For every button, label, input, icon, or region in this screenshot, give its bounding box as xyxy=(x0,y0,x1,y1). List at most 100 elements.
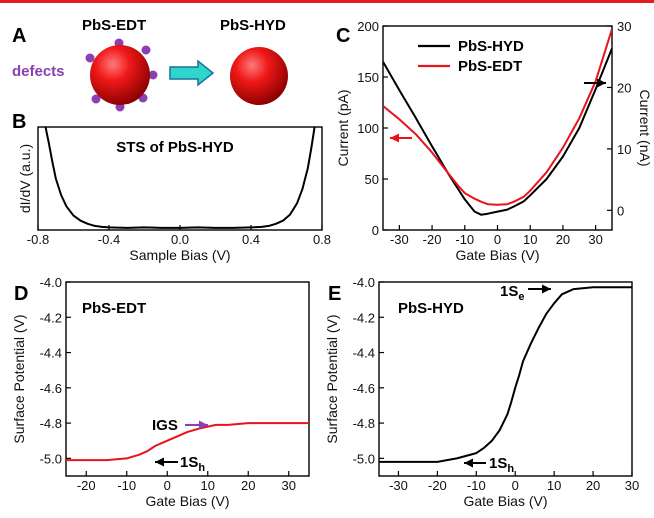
panel-label-b: B xyxy=(12,111,26,133)
panel-c-xtick-label: 10 xyxy=(523,232,537,247)
panel-c-frame xyxy=(382,25,613,231)
panel-c-ytick-left-label: 150 xyxy=(357,70,379,85)
panel-b-sts-line xyxy=(44,127,316,229)
pbs-edt-particle xyxy=(90,45,150,105)
panel-d-ytick-label: -4.4 xyxy=(40,346,62,361)
panel-e-1se-arrow-head xyxy=(542,284,551,294)
panel-d-ytick-label: -4.2 xyxy=(40,310,62,325)
panel-d-igs-arrow xyxy=(185,420,208,430)
panel-c-ytick-left-label: 200 xyxy=(357,19,379,34)
panel-c-ylabel-right: Current (nA) xyxy=(637,89,653,166)
panel-c-legend-label: PbS-HYD xyxy=(458,38,524,55)
panel-d-inner-label: PbS-EDT xyxy=(82,300,146,317)
panel-a-right-title: PbS-HYD xyxy=(220,17,286,34)
panel-d-ytick-label: -4.6 xyxy=(40,381,62,396)
panel-c-ytick-right-label: 30 xyxy=(617,19,631,34)
panel-d-1sh-label: 1Sh xyxy=(180,454,205,474)
panel-c-legend: PbS-HYD PbS-EDT xyxy=(418,38,524,75)
panel-d-1sh-arrow xyxy=(155,457,178,467)
panel-e-xlabel: Gate Bias (V) xyxy=(463,493,547,509)
panel-c: -30 -20 -10 0 10 20 30 0 50 100 150 200 0 10 20 30 Gate … xyxy=(335,19,653,263)
panel-c-ytick-left-label: 50 xyxy=(365,172,379,187)
panel-c-xtick-label: -30 xyxy=(390,232,409,247)
panel-c-xtick-label: 0 xyxy=(494,232,501,247)
panel-c-legend-label: PbS-EDT xyxy=(458,58,522,75)
panel-d-ytick-label: -4.8 xyxy=(40,416,62,431)
panel-label-c: C xyxy=(336,25,350,47)
panel-d-potential-line xyxy=(66,422,309,462)
panel-c-xtick-label: 20 xyxy=(556,232,570,247)
panel-d-xtick-label: 10 xyxy=(201,478,215,493)
panel-c-xlabel: Gate Bias (V) xyxy=(455,247,539,263)
panel-c-left-axis-arrow xyxy=(390,133,412,143)
panel-e-1se-label: 1Se xyxy=(500,283,524,303)
panel-d: -20 -10 0 10 20 30 -5.0 -4.8 -4.6 -4.4 -4.2 -4.0 Gat… xyxy=(11,275,310,509)
top-accent-bar xyxy=(0,0,654,3)
panel-b-xtick-label: -0.8 xyxy=(27,232,49,247)
panel-c-left-axis-arrow-head xyxy=(390,133,399,143)
panel-a-left-title: PbS-EDT xyxy=(82,17,146,34)
pbs-hyd-particle xyxy=(230,47,288,105)
panel-e-series-group xyxy=(379,286,632,463)
panel-d-xtick-label: 20 xyxy=(241,478,255,493)
panel-b-ylabel: dI/dV (a.u.) xyxy=(17,144,33,213)
panel-c-ylabel-left: Current (pA) xyxy=(335,89,351,166)
panel-b-xtick-label: -0.4 xyxy=(98,232,120,247)
panel-e-xtick-label: -20 xyxy=(428,478,447,493)
panel-c-ytick-left-label: 0 xyxy=(372,223,379,238)
panel-label-d: D xyxy=(14,283,28,305)
panel-d-series-group xyxy=(66,422,309,462)
panel-e-xtick-label: -30 xyxy=(389,478,408,493)
panel-e-1sh-arrow xyxy=(464,458,486,468)
panel-a: A PbS-EDT PbS-HYD defects xyxy=(12,17,288,112)
panel-c-ytick-right-label: 10 xyxy=(617,142,631,157)
panel-e-inner-label: PbS-HYD xyxy=(398,300,464,317)
panel-c-right-axis-arrow-head xyxy=(597,78,606,88)
panel-c-ytick-left-label: 100 xyxy=(357,121,379,136)
panel-d-xtick-label: 0 xyxy=(164,478,171,493)
panel-e-xtick-label: -10 xyxy=(467,478,486,493)
panel-b: -0.8 -0.4 0.0 0.4 0.8 Sample Bias (V) dI/dV (a… xyxy=(12,111,331,263)
panel-label-e: E xyxy=(328,283,341,305)
panel-c-series-group xyxy=(383,28,612,216)
panel-d-xtick-label: -20 xyxy=(77,478,96,493)
panel-c-right-axis-arrow xyxy=(584,78,606,88)
panel-c-xtick-label: 30 xyxy=(588,232,602,247)
panel-e-ylabel: Surface Potential (V) xyxy=(324,314,340,443)
defects-label: defects xyxy=(12,63,65,80)
panel-d-1sh-arrow-head xyxy=(155,457,164,467)
panel-e-ytick-label: -4.0 xyxy=(353,275,375,290)
panel-c-xtick-label: -20 xyxy=(423,232,442,247)
panel-e-xtick-label: 0 xyxy=(512,478,519,493)
panel-c-line-pbs-hyd xyxy=(383,48,612,216)
panel-d-igs-label: IGS xyxy=(152,417,178,434)
panel-e-ytick-label: -4.8 xyxy=(353,416,375,431)
panel-e-1se-arrow xyxy=(528,284,551,294)
panel-c-ytick-right-label: 20 xyxy=(617,80,631,95)
panel-b-xtick-label: 0.0 xyxy=(171,232,189,247)
panel-b-xlabel: Sample Bias (V) xyxy=(129,247,230,263)
panel-e-potential-line xyxy=(379,286,632,463)
panel-e-xtick-label: 30 xyxy=(625,478,639,493)
panel-d-ytick-label: -4.0 xyxy=(40,275,62,290)
panel-e-1sh-label: 1Sh xyxy=(489,455,514,475)
panel-c-xtick-label: -10 xyxy=(455,232,474,247)
panel-d-igs-arrow-head xyxy=(199,420,208,430)
panel-b-xtick-label: 0.8 xyxy=(313,232,331,247)
panel-e-ytick-label: -4.4 xyxy=(353,346,375,361)
panel-d-ytick-label: -5.0 xyxy=(40,451,62,466)
panel-d-frame xyxy=(65,281,310,477)
panel-e: -30 -20 -10 0 10 20 30 -5.0 -4.8 -4.6 -4.4 -4.2 -4.0… xyxy=(324,275,639,509)
panel-e-xtick-label: 20 xyxy=(586,478,600,493)
panel-d-xlabel: Gate Bias (V) xyxy=(145,493,229,509)
panel-e-frame xyxy=(378,281,633,477)
panel-e-xtick-label: 10 xyxy=(547,478,561,493)
panel-d-xtick-label: -10 xyxy=(117,478,136,493)
panel-b-xtick-label: 0.4 xyxy=(242,232,260,247)
panel-b-title: STS of PbS-HYD xyxy=(116,139,234,156)
panel-e-ytick-label: -5.0 xyxy=(353,451,375,466)
panel-d-ylabel: Surface Potential (V) xyxy=(11,314,27,443)
panel-e-ytick-label: -4.6 xyxy=(353,381,375,396)
panel-c-line-pbs-edt xyxy=(383,28,612,206)
